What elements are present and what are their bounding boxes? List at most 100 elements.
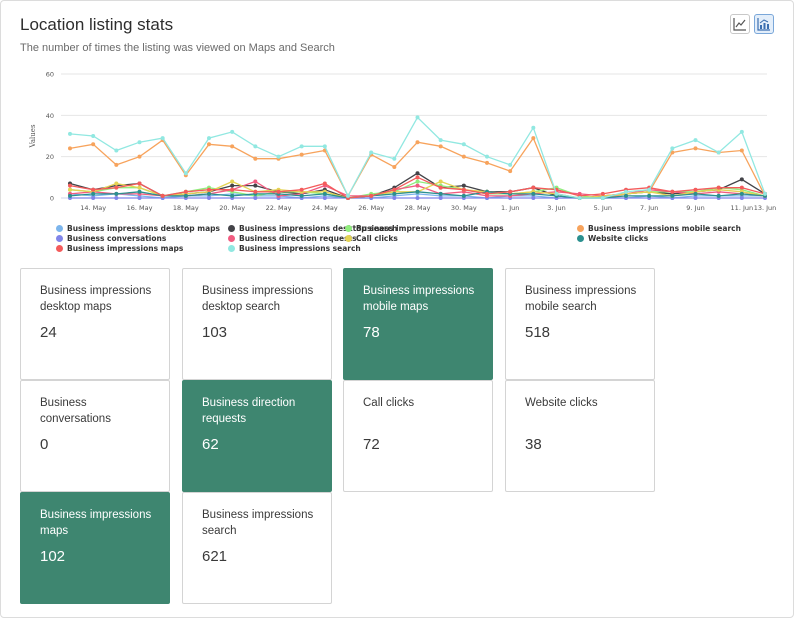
stat-card-label: Call clicks (363, 397, 415, 409)
data-point (461, 187, 466, 192)
data-point (230, 144, 235, 149)
line-chart: 0 20 40 60 Values 14. May 16. May 18. May 20. Ma… (29, 71, 777, 213)
data-point (461, 142, 466, 147)
x-tick-label: 13. Jun (754, 204, 777, 212)
stat-card[interactable]: Business impressions search 621 (182, 492, 332, 604)
stat-card-value: 0 (40, 436, 49, 453)
legend-item[interactable]: Business impressions desktop maps (56, 224, 220, 233)
data-point (114, 162, 119, 167)
data-point (531, 125, 536, 130)
data-point (392, 156, 397, 161)
legend-item[interactable]: Business impressions search (228, 244, 361, 253)
x-tick-label: 28. May (405, 204, 431, 212)
data-point (739, 191, 744, 196)
data-point (369, 150, 374, 155)
legend-label: Business impressions desktop maps (67, 224, 220, 233)
legend-item[interactable]: Website clicks (577, 234, 648, 243)
x-tick-label: 24. May (312, 204, 338, 212)
legend-item[interactable]: Business impressions maps (56, 244, 183, 253)
stat-card[interactable]: Business impressions desktop search 103 (182, 268, 332, 380)
stat-card[interactable]: Business conversations 0 (20, 380, 170, 492)
data-point (137, 140, 142, 145)
legend-label: Business impressions search (239, 244, 361, 253)
legend-item[interactable]: Call clicks (345, 234, 398, 243)
data-point (647, 187, 652, 192)
bar-line-chart-view-button[interactable] (754, 14, 774, 34)
stat-card[interactable]: Business impressions mobile search 518 (505, 268, 655, 380)
legend-marker (577, 235, 584, 242)
data-point (207, 191, 211, 196)
legend-item[interactable]: Business impressions mobile maps (345, 224, 504, 233)
data-point (137, 181, 142, 186)
stat-card-value: 78 (363, 324, 380, 341)
stat-card[interactable]: Business impressions mobile maps 78 (343, 268, 493, 380)
data-point (716, 185, 721, 190)
stat-card[interactable]: Business direction requests 62 (182, 380, 332, 492)
data-point (299, 152, 304, 157)
data-point (230, 129, 235, 134)
legend-item[interactable]: Business impressions mobile search (577, 224, 741, 233)
data-point (739, 185, 744, 190)
data-point (438, 185, 443, 190)
data-point (183, 193, 188, 198)
data-point (392, 191, 397, 196)
data-point (207, 196, 211, 200)
legend-label: Business direction requests (239, 234, 357, 243)
legend-marker (228, 235, 235, 242)
stat-card[interactable]: Call clicks 72 (343, 380, 493, 492)
data-point (438, 179, 443, 184)
legend-item[interactable]: Business direction requests (228, 234, 357, 243)
data-point (114, 181, 119, 186)
data-point (91, 134, 96, 138)
data-point (600, 191, 605, 196)
legend-item[interactable]: Business conversations (56, 234, 166, 243)
data-point (392, 165, 397, 169)
data-point (415, 183, 420, 188)
data-point (346, 193, 350, 198)
data-point (322, 181, 327, 186)
data-point (508, 162, 513, 167)
data-point (438, 138, 443, 143)
legend-item[interactable]: Business impressions desktop search (228, 224, 397, 233)
stat-card-label: Business impressions maps (40, 509, 152, 537)
data-point (415, 175, 420, 180)
stat-card-value: 24 (40, 324, 57, 341)
legend-marker (56, 245, 63, 252)
data-point (438, 191, 443, 196)
data-point (438, 196, 443, 200)
x-tick-label: 5. Jun (594, 204, 612, 212)
data-point (670, 146, 675, 151)
legend-label: Business impressions maps (67, 244, 184, 253)
y-tick-label: 20 (46, 153, 54, 161)
data-point (716, 150, 721, 155)
data-point (739, 129, 744, 134)
data-point (531, 185, 536, 190)
line-chart-view-button[interactable] (730, 14, 750, 34)
legend-label: Business conversations (67, 234, 167, 243)
data-point (91, 196, 96, 200)
data-point (670, 189, 675, 194)
data-point (415, 171, 420, 176)
data-point (647, 193, 652, 198)
stat-card-label: Business impressions desktop maps (40, 285, 152, 313)
data-point (508, 189, 513, 194)
stat-card[interactable]: Business impressions maps 102 (20, 492, 170, 604)
x-tick-label: 3. Jun (547, 204, 565, 212)
x-tick-label: 11. Jun (731, 204, 754, 212)
stat-card[interactable]: Website clicks 38 (505, 380, 655, 492)
data-point (461, 154, 466, 159)
data-point (693, 191, 698, 196)
legend-marker (56, 225, 63, 232)
line-chart-icon (733, 18, 746, 31)
stat-card[interactable]: Business impressions desktop maps 24 (20, 268, 170, 380)
data-point (415, 179, 420, 184)
stat-card-value: 72 (363, 436, 380, 453)
data-point (114, 196, 119, 200)
data-point (91, 187, 96, 192)
data-point (160, 193, 165, 198)
data-point (137, 189, 142, 194)
data-point (299, 144, 304, 149)
legend-marker (56, 235, 63, 242)
stat-card-value: 62 (202, 436, 219, 453)
data-point (137, 196, 142, 200)
